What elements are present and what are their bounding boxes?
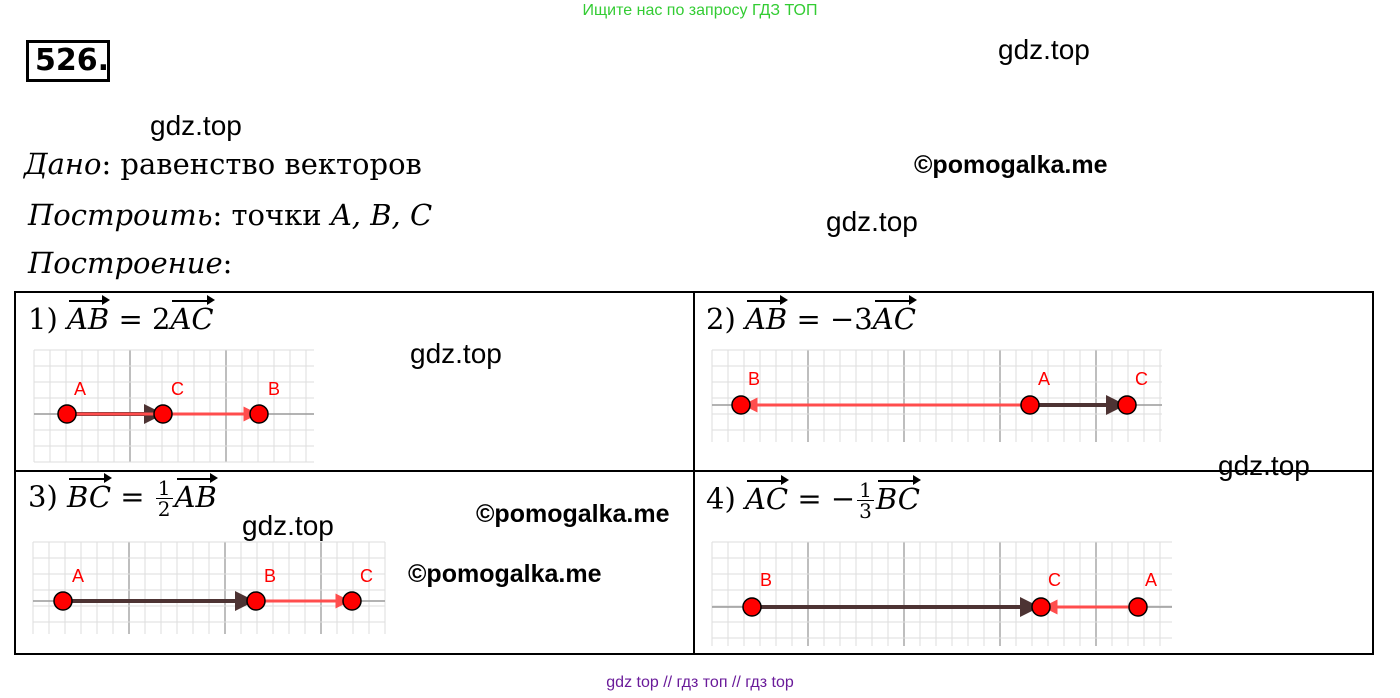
table-divider-horizontal [14,470,1374,472]
point-c [342,591,362,611]
label-b: B [748,369,760,389]
grid [33,349,314,463]
given-label: Дано [24,147,102,181]
point-c [1117,395,1137,415]
cell-2-equation: 2) AB = −3AC [706,295,918,336]
point-a [1128,597,1148,617]
watermark-gdz: gdz.top [410,338,502,369]
label-a: A [74,379,86,399]
label-b: B [760,570,772,590]
point-c [153,404,173,424]
label-c: C [1048,570,1061,590]
label-c: C [1135,369,1148,389]
watermark-gdz: gdz.top [826,206,918,237]
grid [711,349,1162,442]
label-c: C [171,379,184,399]
label-a: A [1038,369,1050,389]
point-b [249,404,269,424]
watermark-gdz: gdz.top [242,510,334,541]
construction-text: : [222,246,233,280]
label-b: B [264,566,276,586]
construct-label: Построить [28,198,213,232]
watermark-gdz: gdz.top [150,110,242,141]
point-a [53,591,73,611]
construct-line: Построить: точки A, B, C [28,198,432,232]
problem-number: 526. [26,40,110,82]
construction-line: Построение: [28,246,232,280]
cell-1-equation: 1) AB = 2AC [28,295,215,336]
grid [711,541,1172,646]
cell-4-equation: 4) AC = −1 3 BC [706,474,922,523]
table-divider-vertical [693,291,695,655]
watermark-gdz: gdz.top [1218,450,1310,481]
construction-label: Построение [28,246,223,280]
label-c: C [360,566,373,586]
point-a [1020,395,1040,415]
label-b: B [268,379,280,399]
watermark-gdz: gdz.top [998,34,1090,65]
construct-points: A, B, C [330,198,433,232]
label-a: A [1145,570,1157,590]
point-b [742,597,762,617]
given-line: Дано: равенство векторов [24,147,422,181]
watermark-pomogalka: ©pomogalka.me [408,560,602,588]
point-b [246,591,266,611]
watermark-pomogalka: ©pomogalka.me [476,500,670,528]
point-b [731,395,751,415]
point-c [1031,597,1051,617]
watermark-pomogalka: ©pomogalka.me [914,151,1108,179]
point-a [57,404,77,424]
grid [32,541,386,634]
top-banner[interactable]: Ищите нас по запросу ГДЗ ТОП [582,2,818,19]
construct-text: : точки [212,198,331,232]
given-text: : равенство векторов [101,147,422,181]
label-a: A [72,566,84,586]
footer-links[interactable]: gdz top // гдз топ // гдз top [606,674,794,691]
cell-3-equation: 3) BC = 1 2 AB [28,472,219,521]
